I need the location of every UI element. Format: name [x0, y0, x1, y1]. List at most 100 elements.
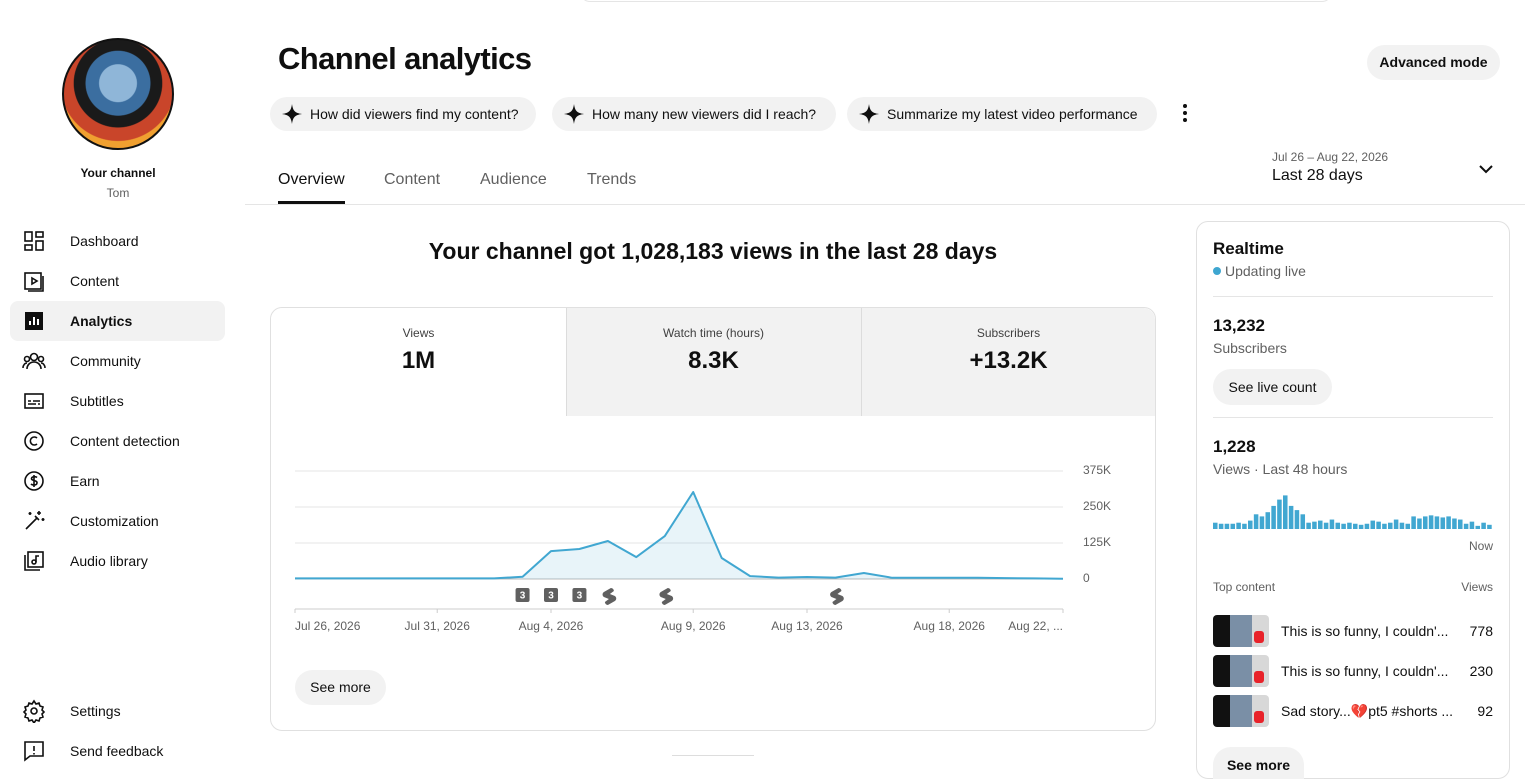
analytics-tab[interactable]: Trends — [587, 171, 637, 188]
suggestion-text[interactable]: How did viewers find my content? — [310, 106, 519, 122]
icon-part — [35, 240, 44, 251]
nav-item[interactable]: Content — [70, 273, 120, 289]
thumbnail-shorts-badge — [1254, 631, 1264, 643]
icon-part — [29, 352, 39, 362]
footer-nav-icon[interactable] — [22, 699, 46, 723]
top-content-title-text[interactable]: This is so funny, I couldn'... — [1281, 663, 1449, 679]
period-dropdown-icon[interactable] — [1474, 157, 1498, 181]
more-options-icon[interactable] — [1173, 101, 1197, 125]
analytics-tab[interactable]: Overview — [278, 171, 345, 188]
nav-item[interactable]: Subtitles — [70, 393, 124, 409]
icon-part — [35, 231, 44, 238]
subscriber-count: 13,232 — [1213, 316, 1265, 335]
nav-item[interactable]: Content detection — [70, 433, 180, 449]
top-content-views: 230 — [1469, 663, 1493, 679]
thumbnail-shorts-badge — [1254, 711, 1264, 723]
icon-part — [28, 511, 45, 521]
overview-card — [270, 307, 1156, 731]
nav-icon[interactable] — [22, 429, 46, 453]
tab-underline — [278, 201, 345, 204]
metric-tab[interactable] — [271, 308, 565, 416]
icon-part — [29, 436, 38, 446]
suggestion-chip[interactable] — [270, 97, 536, 131]
top-content-views: 92 — [1477, 703, 1493, 719]
date-range: Jul 26 – Aug 22, 2026 — [1272, 150, 1389, 164]
icon-part — [24, 244, 33, 251]
views-label: Views · Last 48 hours — [1213, 461, 1348, 477]
metric-label: Subscribers — [976, 326, 1041, 340]
footer-nav-icon[interactable] — [22, 739, 46, 763]
nav-item[interactable]: Earn — [70, 473, 100, 489]
metric-label: Views — [402, 326, 435, 340]
live-count-button[interactable]: See live count — [1213, 369, 1332, 405]
metric-tab[interactable] — [861, 308, 1155, 416]
icon-part — [28, 276, 44, 292]
icon-part — [24, 393, 44, 409]
nav-selected-bg — [10, 301, 225, 341]
nav-item[interactable]: Customization — [70, 513, 159, 529]
icon-part — [29, 317, 39, 325]
top-content-title-text[interactable]: This is so funny, I couldn'... — [1281, 623, 1449, 639]
icon-part — [24, 741, 44, 762]
channel-name: Tom — [106, 186, 130, 200]
icon-part — [30, 475, 38, 487]
icon-part — [23, 355, 31, 363]
nav-icon[interactable] — [22, 509, 46, 533]
analytics-tab[interactable]: Content — [384, 171, 441, 188]
metric-label: Watch time (hours) — [663, 326, 764, 340]
nav-icon[interactable] — [22, 469, 46, 493]
top-content-views: 778 — [1469, 623, 1493, 639]
icon-part — [24, 431, 44, 451]
nav-item[interactable]: Analytics — [70, 313, 133, 329]
top-content-title-text[interactable]: Sad story...💔pt5 #shorts ... — [1281, 703, 1454, 719]
realtime-see-more-button[interactable]: See more — [1213, 747, 1304, 779]
top-content-views-header: Views — [1461, 580, 1493, 594]
suggestion-chip[interactable] — [847, 97, 1157, 131]
tab-underline-bar — [245, 204, 1525, 205]
analytics-tab[interactable]: Audience — [480, 171, 547, 188]
suggestion-chip[interactable] — [552, 97, 836, 131]
sparkle-icon — [564, 104, 584, 124]
icon-part — [37, 355, 45, 363]
metric-value: +13.2K — [969, 347, 1048, 374]
sparkle-icon — [859, 104, 879, 124]
page-title: Channel analytics — [278, 41, 532, 76]
metric-tab[interactable] — [566, 308, 861, 416]
suggestion-text[interactable]: How many new viewers did I reach? — [592, 106, 817, 122]
icon-part — [28, 400, 40, 405]
icon-part — [859, 104, 879, 124]
nav-icon[interactable] — [22, 309, 46, 333]
icon-part — [35, 555, 39, 562]
footer-nav-item[interactable]: Settings — [70, 703, 121, 719]
icon-part — [24, 272, 42, 290]
nav-icon[interactable] — [22, 269, 46, 293]
subscriber-label: Subscribers — [1213, 340, 1287, 356]
icon-part — [31, 276, 39, 286]
search-bar-edge — [580, 0, 1332, 2]
period-label[interactable]: Last 28 days — [1272, 167, 1363, 184]
suggestion-text[interactable]: Summarize my latest video performance — [887, 106, 1138, 122]
icon-part — [1183, 111, 1187, 115]
nav-item[interactable]: Dashboard — [70, 233, 139, 249]
sparkle-icon — [282, 104, 302, 124]
icon-part — [27, 551, 44, 568]
realtime-title: Realtime — [1213, 239, 1284, 258]
icon-part — [30, 707, 38, 715]
nav-icon[interactable] — [22, 349, 46, 373]
nav-icon[interactable] — [22, 549, 46, 573]
nav-icon[interactable] — [22, 229, 46, 253]
channel-avatar[interactable] — [62, 38, 174, 150]
thumbnail-shorts-badge — [1254, 671, 1264, 683]
footer-nav-item[interactable]: Send feedback — [70, 743, 164, 759]
nav-item[interactable]: Community — [70, 353, 141, 369]
icon-part — [1479, 165, 1493, 174]
nav-item[interactable]: Audio library — [70, 553, 148, 569]
channel-label: Your channel — [80, 166, 156, 180]
see-more-button[interactable]: See more — [295, 670, 386, 705]
nav-icon[interactable] — [22, 389, 46, 413]
advanced-mode-button[interactable]: Advanced mode — [1367, 45, 1500, 80]
metric-value: 1M — [401, 347, 436, 374]
realtime-status: Updating live — [1225, 263, 1306, 279]
icon-part — [24, 555, 40, 571]
